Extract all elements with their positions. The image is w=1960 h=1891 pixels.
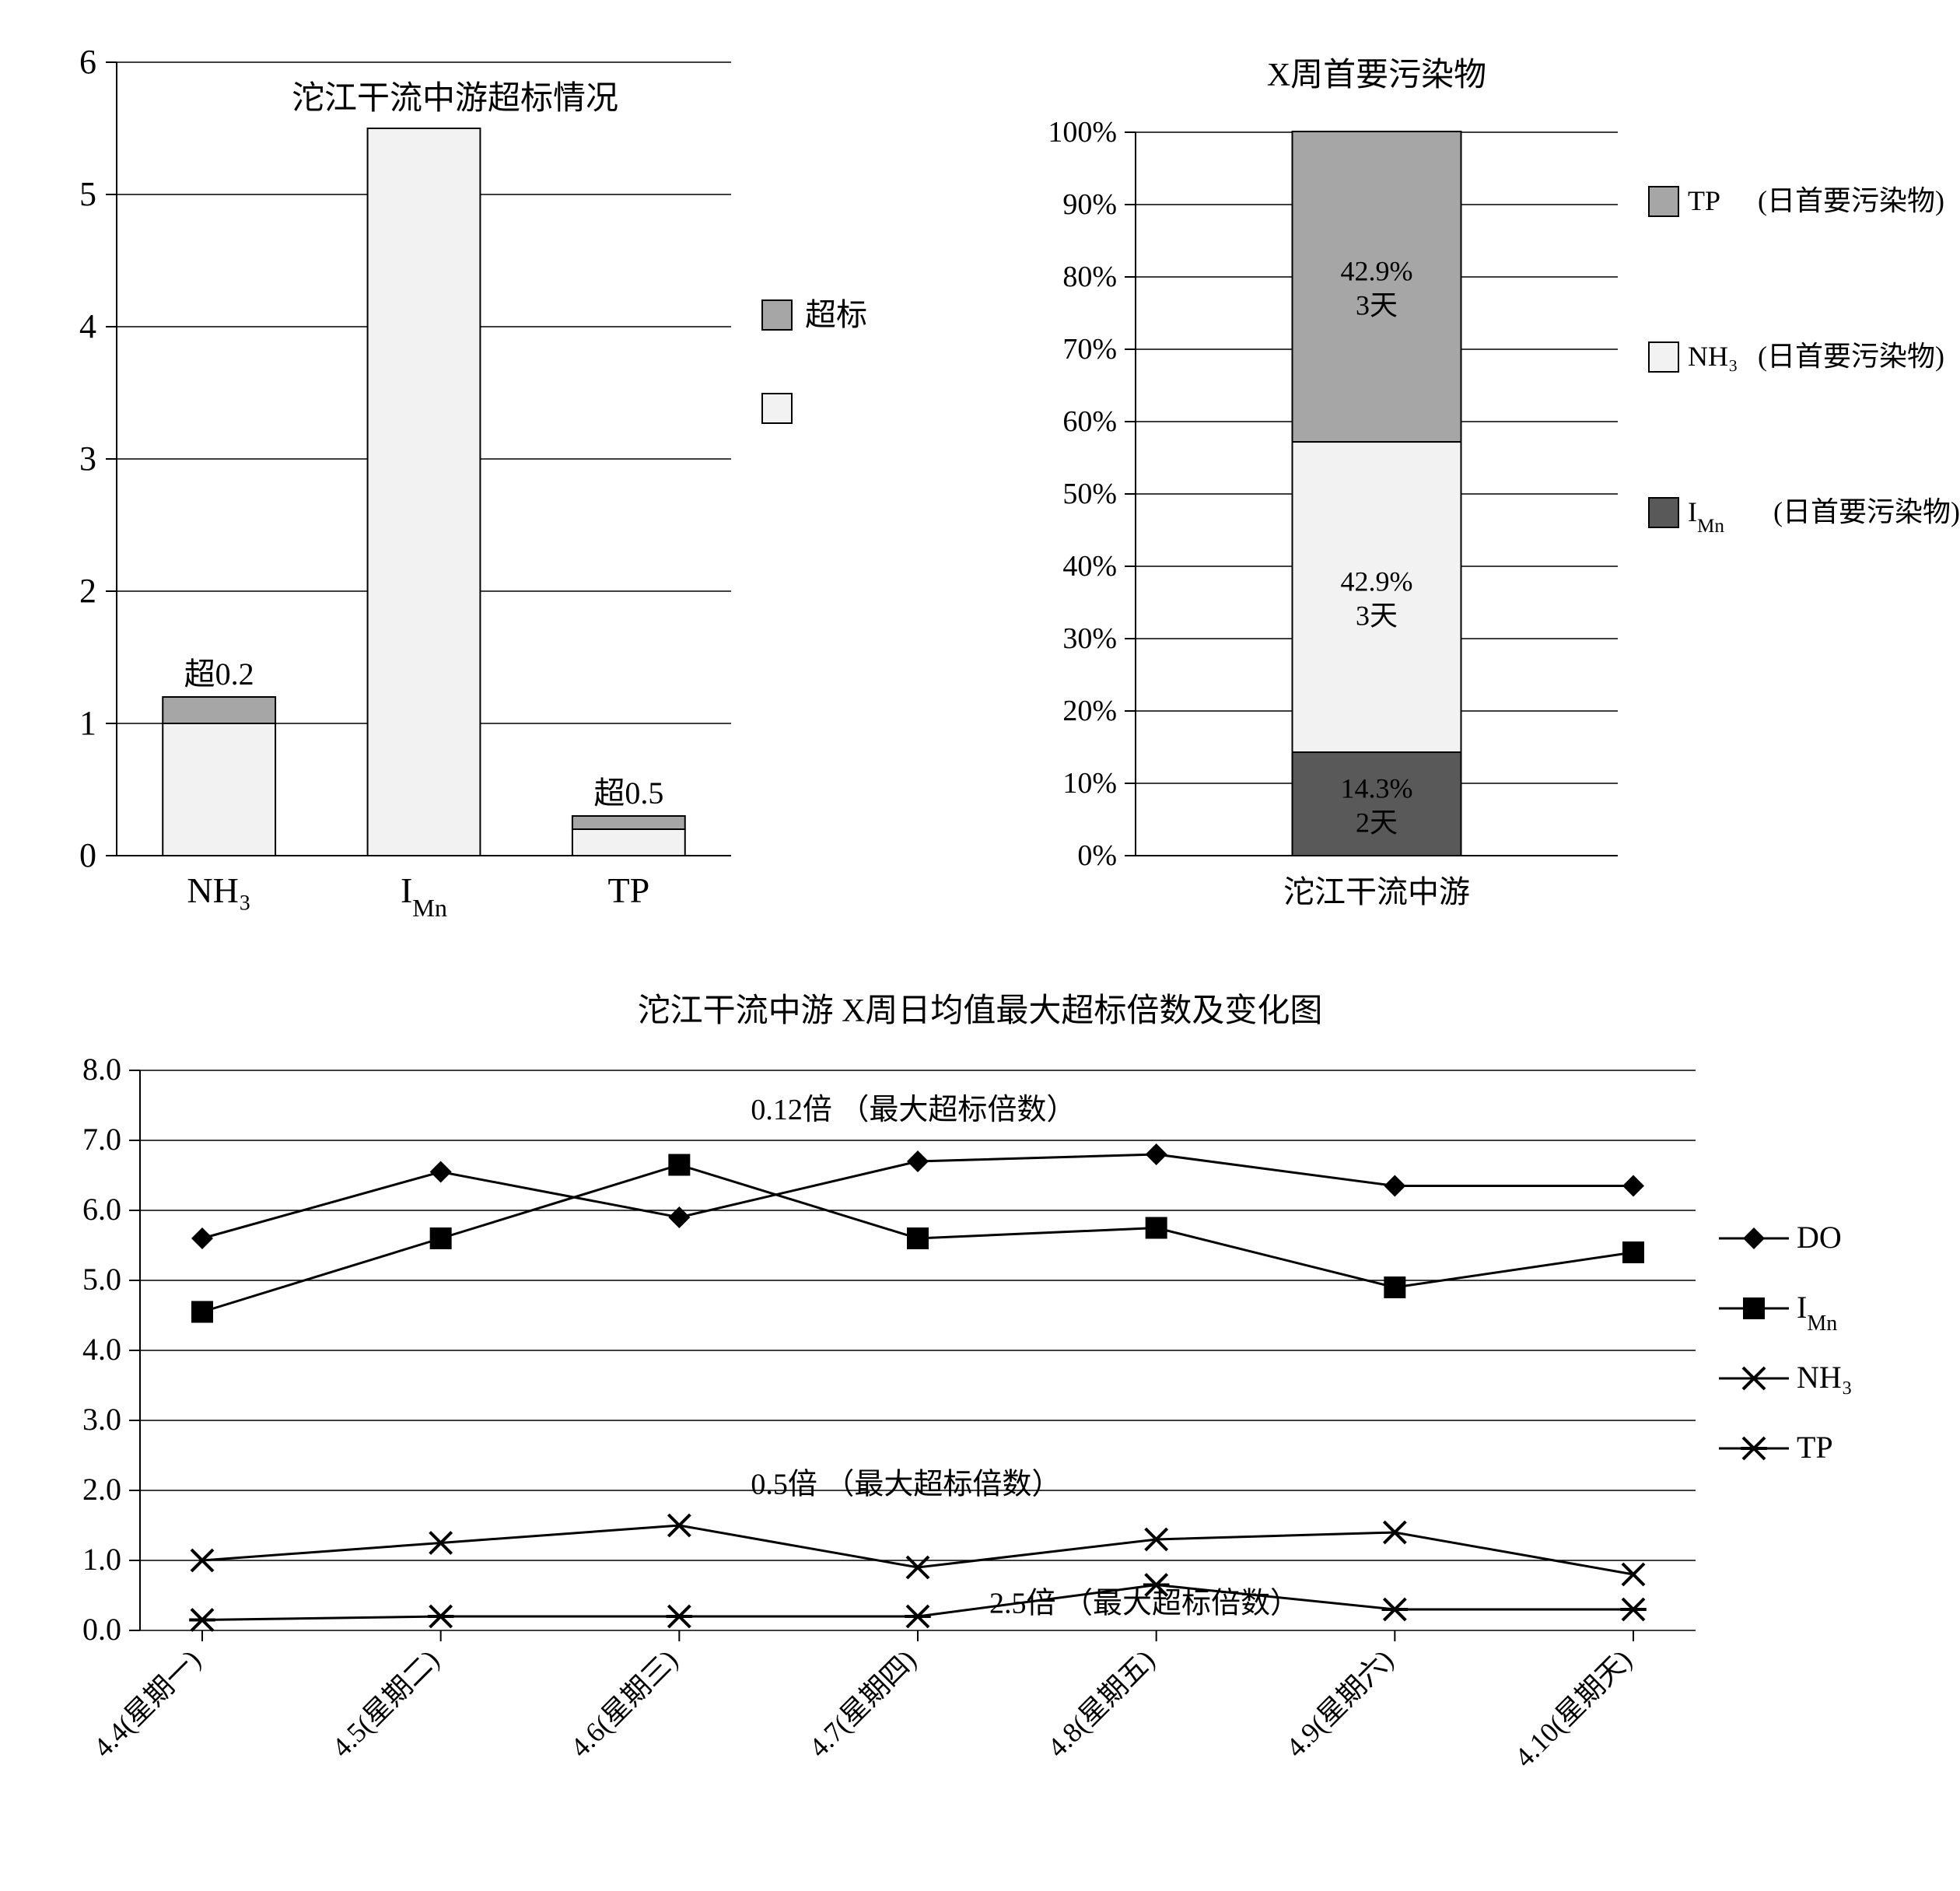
svg-text:14.3%: 14.3% [1341,773,1413,804]
svg-text:NH₃: NH₃ [187,870,250,910]
svg-text:70%: 70% [1062,333,1117,366]
svg-text:3天: 3天 [1356,290,1398,321]
svg-text:TP: TP [1797,1430,1833,1465]
svg-text:90%: 90% [1062,188,1117,221]
svg-text:超0.5: 超0.5 [593,776,663,811]
svg-text:0%: 0% [1077,839,1117,872]
svg-text:1: 1 [79,704,96,742]
svg-text:0: 0 [79,836,96,874]
svg-text:IMn: IMn [1688,496,1724,537]
svg-text:X周首要污染物: X周首要污染物 [1267,58,1486,93]
svg-text:5: 5 [79,175,96,213]
svg-text:(日首要污染物): (日首要污染物) [1758,341,1944,372]
stacked-chart: X周首要污染物 0% 10% 20% 30% 40% 50% 60% 70% 80% 90% 100%… [1011,31,1960,953]
svg-text:4.8(星期五): 4.8(星期五) [1041,1644,1160,1763]
svg-text:80%: 80% [1062,261,1117,293]
svg-text:沱江干流中游超标情况: 沱江干流中游超标情况 [292,81,618,117]
svg-text:0.0: 0.0 [82,1612,121,1647]
svg-text:0.12倍 （最大超标倍数）: 0.12倍 （最大超标倍数） [751,1094,1076,1126]
svg-text:7.0: 7.0 [82,1122,121,1157]
svg-text:3: 3 [79,439,96,478]
svg-text:2.0: 2.0 [82,1472,121,1507]
svg-text:4.7(星期四): 4.7(星期四) [803,1644,922,1763]
svg-text:60%: 60% [1062,405,1117,438]
svg-text:42.9%: 42.9% [1341,566,1413,597]
svg-text:3天: 3天 [1356,601,1398,632]
svg-text:2: 2 [79,572,96,610]
svg-text:2.5倍 （最大超标倍数）: 2.5倍 （最大超标倍数） [989,1588,1300,1620]
svg-text:4.9(星期六): 4.9(星期六) [1280,1644,1399,1763]
top-row: 沱江干流中游超标情况 0 1 2 3 4 5 6 超0.2 NH₃ IMn 超0.5 TP 超标 X周首要… [31,31,1929,953]
svg-text:6: 6 [79,43,96,81]
svg-text:0.5倍 （最大超标倍数）: 0.5倍 （最大超标倍数） [751,1469,1061,1501]
svg-text:4.5(星期二): 4.5(星期二) [326,1644,445,1763]
svg-text:4.6(星期三): 4.6(星期三) [565,1644,684,1763]
svg-text:50%: 50% [1062,478,1117,510]
svg-text:8.0: 8.0 [82,1052,121,1087]
svg-text:4: 4 [79,307,96,345]
svg-text:1.0: 1.0 [82,1542,121,1577]
svg-text:5.0: 5.0 [82,1262,121,1297]
svg-text:40%: 40% [1062,550,1117,583]
svg-text:42.9%: 42.9% [1341,256,1413,287]
svg-text:3.0: 3.0 [82,1402,121,1437]
svg-text:2天: 2天 [1356,807,1398,839]
svg-text:(日首要污染物): (日首要污染物) [1773,496,1960,527]
line-chart-title: 沱江干流中游 X周日均值最大超标倍数及变化图 [31,984,1929,1031]
svg-text:TP: TP [607,870,649,910]
svg-text:DO: DO [1797,1220,1842,1255]
svg-text:沱江干流中游: 沱江干流中游 [1283,874,1470,909]
svg-text:4.4(星期一): 4.4(星期一) [87,1644,206,1763]
svg-text:4.10(星期天): 4.10(星期天) [1508,1644,1637,1773]
svg-text:TP: TP [1688,185,1720,216]
svg-text:NH₃: NH₃ [1797,1360,1853,1395]
svg-text:30%: 30% [1062,622,1117,655]
svg-text:超标: 超标 [805,297,867,332]
svg-text:超0.2: 超0.2 [184,657,254,692]
svg-text:6.0: 6.0 [82,1192,121,1227]
svg-text:10%: 10% [1062,767,1117,800]
line-chart: 0.0 1.0 2.0 3.0 4.0 5.0 6.0 7.0 8.0 4.4(星期一) 4.5(星… [31,1039,1929,1860]
bar-chart: 沱江干流中游超标情况 0 1 2 3 4 5 6 超0.2 NH₃ IMn 超0.5 TP 超标 [31,31,964,953]
svg-text:4.0: 4.0 [82,1332,121,1367]
svg-text:NH₃: NH₃ [1688,341,1738,372]
svg-text:(日首要污染物): (日首要污染物) [1758,185,1944,216]
svg-text:100%: 100% [1048,116,1117,149]
svg-text:IMn: IMn [401,870,447,922]
svg-text:20%: 20% [1062,695,1117,727]
svg-text:IMn: IMn [1797,1290,1837,1336]
